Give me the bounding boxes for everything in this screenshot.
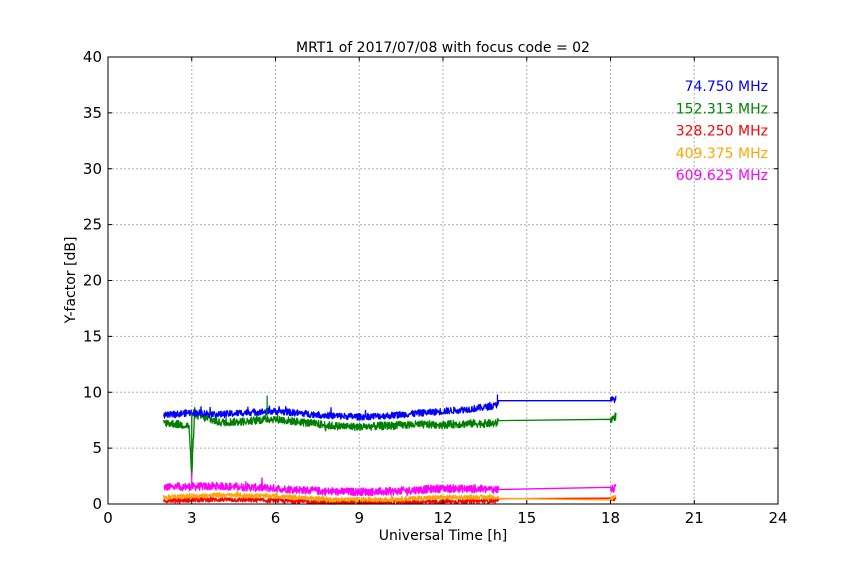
axis-ticks bbox=[107, 56, 779, 505]
x-tick-label: 3 bbox=[187, 509, 197, 527]
series-line bbox=[163, 477, 617, 497]
y-tick-label: 0 bbox=[92, 495, 102, 513]
series-line bbox=[163, 406, 617, 477]
x-tick-label: 15 bbox=[517, 509, 536, 527]
legend-entry: 609.625 MHz bbox=[676, 168, 768, 184]
x-tick-label: 12 bbox=[433, 509, 452, 527]
x-tick-label: 0 bbox=[103, 509, 113, 527]
x-tick-label: 18 bbox=[601, 509, 620, 527]
series-line bbox=[163, 395, 617, 421]
x-tick-label: 21 bbox=[685, 509, 704, 527]
tick-labels: 0 3 6 9 12 15 18 21 24 0 5 10 15 20 25 30 35 40 bbox=[83, 48, 788, 527]
y-tick-label: 30 bbox=[83, 160, 102, 178]
y-tick-label: 40 bbox=[83, 48, 102, 66]
plot-series bbox=[163, 394, 617, 505]
y-tick-label: 5 bbox=[92, 439, 102, 457]
series-line bbox=[163, 489, 617, 503]
y-tick-label: 15 bbox=[83, 327, 102, 345]
legend-entry: 409.375 MHz bbox=[676, 146, 768, 162]
x-tick-label: 9 bbox=[354, 509, 364, 527]
x-axis-label: Universal Time [h] bbox=[379, 528, 507, 544]
y-tick-label: 35 bbox=[83, 104, 102, 122]
x-tick-label: 24 bbox=[768, 509, 787, 527]
y-tick-label: 20 bbox=[83, 272, 102, 290]
chart-title: MRT1 of 2017/07/08 with focus code = 02 bbox=[296, 40, 590, 56]
legend: 74.750 MHz 152.313 MHz 328.250 MHz 409.375 … bbox=[676, 79, 768, 184]
y-tick-label: 10 bbox=[83, 383, 102, 401]
y-tick-label: 25 bbox=[83, 216, 102, 234]
y-axis-label: Y-factor [dB] bbox=[63, 237, 79, 325]
legend-entry: 152.313 MHz bbox=[676, 101, 768, 117]
legend-entry: 328.250 MHz bbox=[676, 124, 768, 140]
x-tick-label: 6 bbox=[271, 509, 281, 527]
legend-entry: 74.750 MHz bbox=[685, 79, 768, 95]
